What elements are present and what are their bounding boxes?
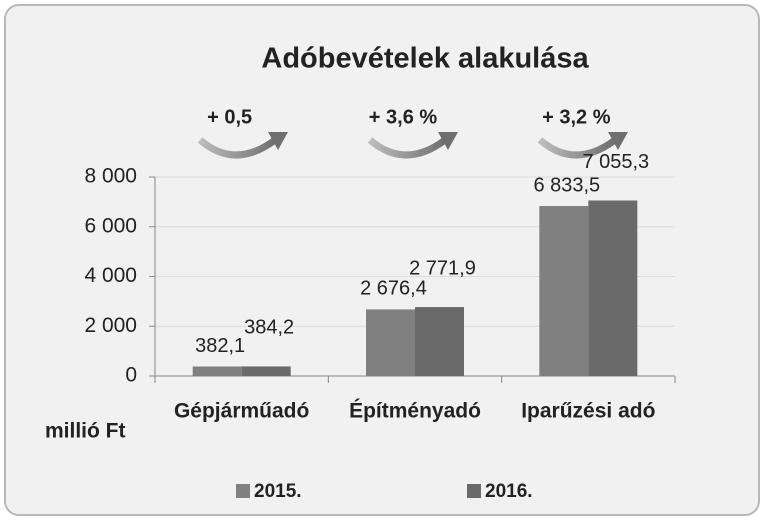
y-tick-label: 0 bbox=[125, 364, 137, 387]
chart-frame bbox=[4, 4, 760, 516]
x-tick-label: Építményadó bbox=[349, 400, 481, 423]
arrow bbox=[367, 137, 448, 159]
bar bbox=[539, 206, 589, 376]
arrowheads bbox=[268, 132, 628, 150]
arrows bbox=[197, 137, 618, 159]
bar bbox=[588, 200, 638, 376]
legend-label: 2015. bbox=[254, 481, 302, 502]
chart-title: Adóbevételek alakulása bbox=[261, 43, 589, 75]
arrow bbox=[197, 137, 278, 159]
y-tick-label: 6 000 bbox=[84, 214, 137, 237]
y-tick-label: 8 000 bbox=[84, 165, 137, 188]
arrowhead bbox=[268, 132, 288, 150]
annotation: + 0,5 bbox=[207, 106, 252, 128]
x-tick-label: Iparűzési adó bbox=[521, 400, 655, 423]
value-label: 7 055,3 bbox=[582, 151, 649, 173]
arrowhead bbox=[608, 132, 628, 150]
value-label: 2 771,9 bbox=[409, 257, 476, 279]
arrowhead bbox=[438, 132, 458, 150]
bar bbox=[192, 366, 242, 376]
legend-label: 2016. bbox=[485, 481, 533, 502]
value-label: 382,1 bbox=[195, 335, 245, 357]
value-label: 6 833,5 bbox=[533, 174, 600, 196]
y-tick-label: 2 000 bbox=[84, 314, 137, 337]
bar bbox=[241, 366, 291, 376]
value-label: 384,2 bbox=[244, 317, 294, 339]
value-label: 2 676,4 bbox=[360, 278, 427, 300]
bar bbox=[366, 309, 415, 376]
bar bbox=[415, 307, 464, 376]
annotation: + 3,6 % bbox=[369, 106, 438, 128]
legend-swatch bbox=[236, 484, 250, 498]
y-axis-label: millió Ft bbox=[45, 420, 126, 443]
x-tick-label: Gépjárműadó bbox=[174, 400, 309, 423]
y-tick-label: 4 000 bbox=[84, 264, 137, 287]
legend-swatch bbox=[467, 484, 481, 498]
annotation: + 3,2 % bbox=[542, 106, 611, 128]
arrow bbox=[537, 137, 618, 159]
